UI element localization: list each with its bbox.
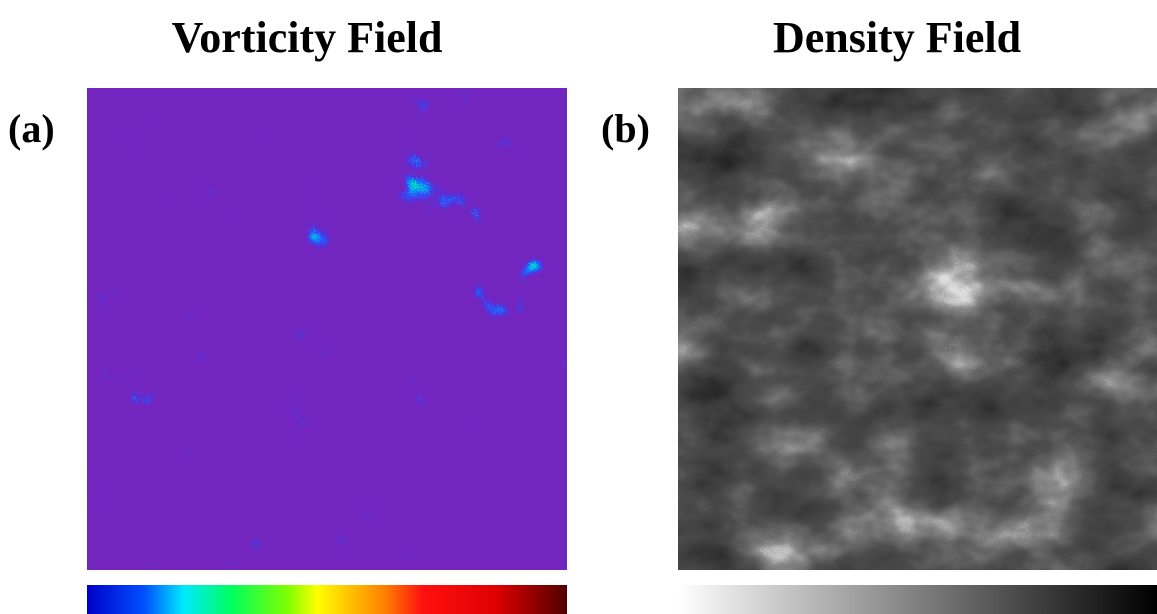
panel-title: Vorticity Field: [172, 13, 443, 62]
colorbar: [87, 585, 567, 614]
vorticity-image: [87, 88, 567, 570]
panel-label: (b): [601, 106, 650, 151]
panel-title: Density Field: [773, 13, 1021, 62]
panel-label: (a): [8, 106, 55, 151]
colorbar: [678, 585, 1157, 614]
density-image: [678, 88, 1157, 570]
